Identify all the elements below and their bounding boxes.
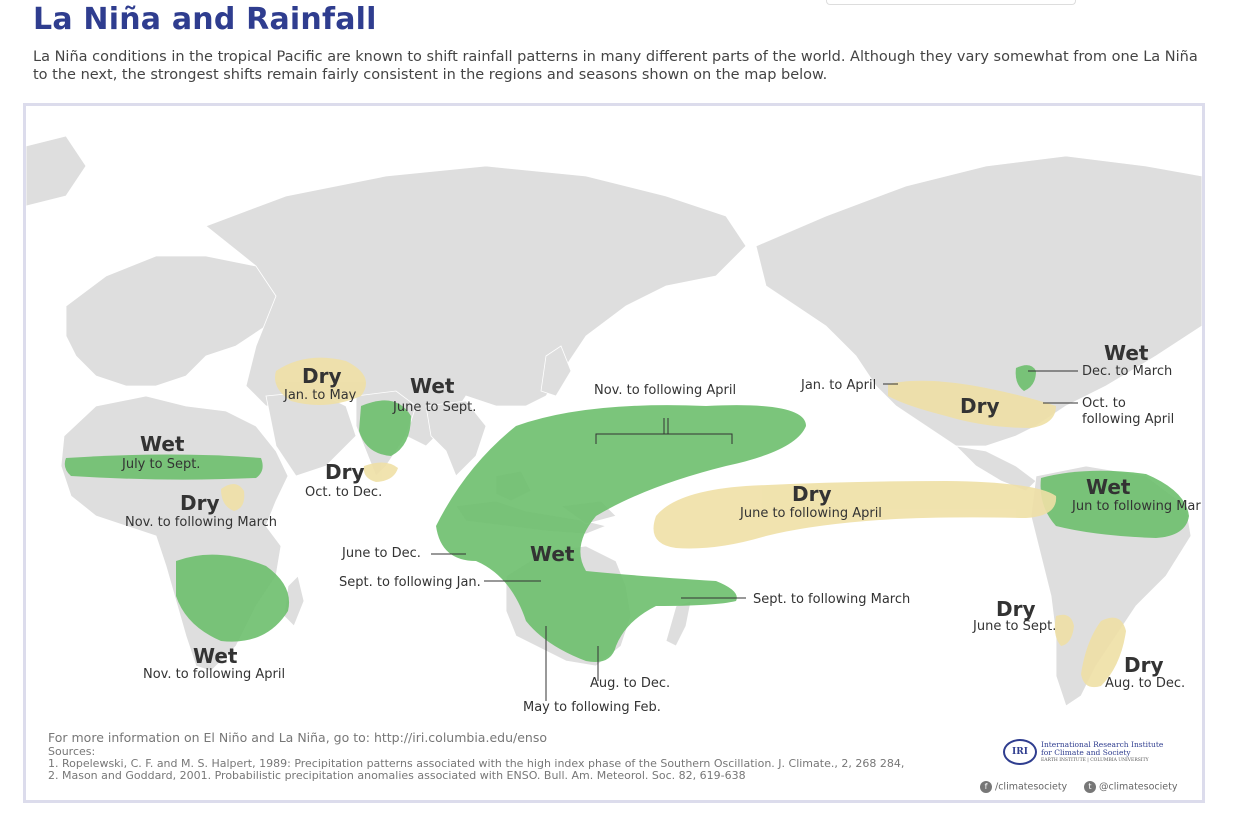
iri-logo-block: IRI International Research Institute for…: [1003, 737, 1173, 767]
label-north-australia-season: Sept. to following Jan.: [339, 575, 481, 590]
label-se-south-america-type: Dry: [1124, 653, 1164, 677]
wet-west-africa: [64, 454, 263, 480]
iri-logo: IRI: [1003, 739, 1037, 765]
label-southern-us-west-season: Jan. to April: [801, 378, 877, 393]
land-europe: [65, 255, 277, 387]
label-sri-lanka-season: Oct. to Dec.: [305, 485, 383, 500]
label-southern-us-east-season: Oct. to following April: [1082, 396, 1175, 427]
dry-chile: [1054, 614, 1074, 646]
wet-northeast-us: [1015, 365, 1036, 391]
land-europe-north: [26, 135, 87, 207]
twitter-icon: t: [1084, 781, 1096, 793]
iri-name-line1: International Research Institute: [1041, 740, 1164, 749]
dry-regions: [221, 357, 1126, 688]
wet-southern-africa: [176, 554, 290, 642]
label-southern-africa-type: Wet: [193, 644, 238, 668]
label-southern-africa-season: Nov. to following April: [143, 667, 286, 682]
dry-se-south-america: [1081, 617, 1126, 688]
label-middle-east-season: Jan. to May: [284, 388, 357, 403]
label-maritime-type: Wet: [530, 542, 575, 566]
label-south-america-type: Wet: [1086, 475, 1131, 499]
land-se-asia: [425, 400, 487, 477]
world-map: [26, 135, 1202, 707]
page-title: La Niña and Rainfall: [33, 2, 377, 37]
footer-sources: For more information on El Niño and La N…: [48, 730, 905, 782]
dry-middle-east: [275, 357, 366, 405]
label-chile-type: Dry: [996, 597, 1036, 621]
label-new-zealand-season: Sept. to following March: [753, 592, 911, 607]
label-india-type: Wet: [410, 374, 455, 398]
bracket-pacific: [595, 418, 733, 444]
twitter-link[interactable]: t @climatesociety: [1084, 781, 1177, 793]
label-chile-season: June to Sept.: [973, 619, 1057, 634]
twitter-handle: @climatesociety: [1099, 781, 1178, 793]
iri-name: International Research Institute for Cli…: [1041, 741, 1163, 765]
top-tab: [826, 0, 1076, 5]
label-central-pacific-type: Dry: [792, 482, 832, 506]
land-new-zealand: [665, 600, 692, 647]
label-southern-us-type: Dry: [960, 394, 1000, 418]
dry-sri-lanka: [363, 462, 398, 482]
label-se-south-america-season: Aug. to Dec.: [1105, 676, 1186, 691]
label-northeast-us-season: Dec. to March: [1082, 364, 1173, 379]
leader-lines: [431, 370, 1078, 701]
land-central-america: [954, 445, 1037, 492]
wet-india: [359, 400, 411, 456]
label-northeast-us-type: Wet: [1104, 341, 1149, 365]
iri-name-line2: for Climate and Society: [1041, 748, 1131, 757]
more-info-link[interactable]: For more information on El Niño and La N…: [48, 730, 547, 745]
intro-text: La Niña conditions in the tropical Pacif…: [33, 49, 1198, 83]
iri-name-line3: EARTH INSTITUTE | COLUMBIA UNIVERSITY: [1041, 758, 1149, 763]
label-middle-east-type: Dry: [302, 364, 342, 388]
label-west-africa-type: Wet: [140, 432, 185, 456]
source-2: 2. Mason and Goddard, 2001. Probabilisti…: [48, 769, 746, 782]
label-pacific-wet-season: Nov. to following April: [594, 383, 737, 398]
sources-label: Sources:: [48, 745, 96, 758]
label-south-america-season: Jun to following Mar: [1072, 499, 1201, 514]
facebook-handle: /climatesociety: [995, 781, 1068, 793]
label-indonesia-season: June to Dec.: [342, 546, 421, 561]
label-southwest-australia-season: May to following Feb.: [523, 700, 661, 715]
source-1: 1. Ropelewski, C. F. and M. S. Halpert, …: [48, 757, 905, 770]
label-sri-lanka-type: Dry: [325, 460, 365, 484]
label-southeast-australia-season: Aug. to Dec.: [590, 676, 671, 691]
facebook-icon: f: [980, 781, 992, 793]
dry-central-pacific: [653, 481, 1057, 549]
label-west-africa-season: July to Sept.: [122, 457, 201, 472]
dry-southern-us: [888, 380, 1056, 428]
label-central-pacific-season: June to following April: [740, 506, 882, 521]
label-east-africa-season: Nov. to following March: [125, 515, 278, 530]
land-japan: [540, 345, 572, 397]
label-east-africa-type: Dry: [180, 491, 220, 515]
wet-south-america: [1040, 470, 1189, 538]
facebook-link[interactable]: f/climatesociety: [980, 781, 1067, 793]
dry-east-africa: [221, 483, 245, 511]
land-masses: [26, 135, 1202, 707]
label-india-season: June to Sept.: [393, 400, 477, 415]
